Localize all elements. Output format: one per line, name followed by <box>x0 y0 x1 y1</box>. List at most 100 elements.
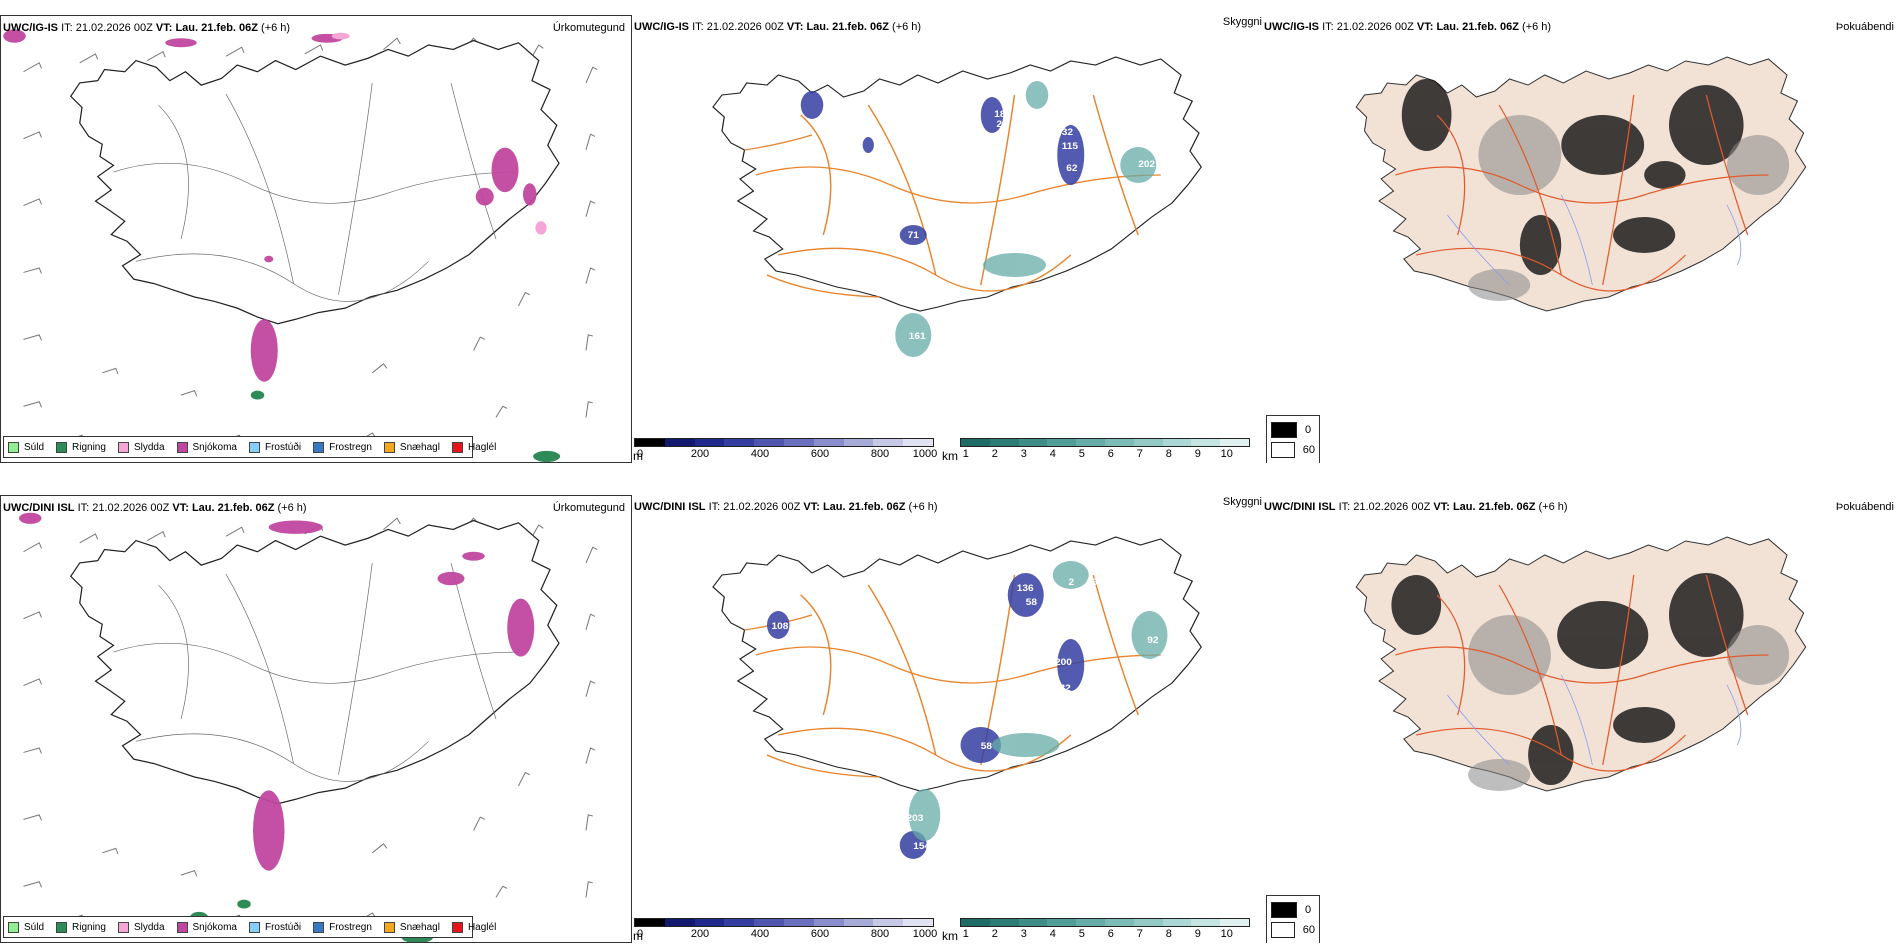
snow-areas <box>3 29 537 382</box>
svg-text:27: 27 <box>1136 135 1147 145</box>
legend-item: Frostregn <box>313 921 372 933</box>
sleet-areas <box>331 32 547 235</box>
precip-type-label-bottom: Úrkomutegund <box>552 502 625 514</box>
svg-text:200: 200 <box>1055 657 1072 667</box>
legend-item: Snjókoma <box>176 921 237 933</box>
legend-item: Haglél <box>451 921 496 933</box>
ceiling-areas <box>800 91 1085 245</box>
legend-swatch <box>8 441 19 453</box>
legend-swatch <box>313 441 325 453</box>
svg-text:92: 92 <box>1147 635 1158 645</box>
svg-text:58: 58 <box>1026 597 1038 607</box>
svg-text:23: 23 <box>997 119 1008 129</box>
cloud-title-bottom: UWC/DINI ISL IT: 21.02.2026 00Z VT: Lau.… <box>634 501 938 513</box>
legend-swatch <box>56 921 68 933</box>
rivers <box>1447 674 1742 766</box>
road-network <box>744 574 1161 778</box>
fog-legend-bottom: 0 60 <box>1266 895 1320 943</box>
rivers <box>1447 194 1742 286</box>
visibility-colorbar-top: 1 2 3 4 5 6 7 8 9 10 km <box>942 438 1250 463</box>
legend-swatch <box>451 921 463 933</box>
fog-areas <box>1401 79 1744 275</box>
svg-text:62: 62 <box>1066 163 1077 173</box>
legend-item: Snæhagl <box>383 921 440 933</box>
svg-text:180: 180 <box>994 109 1011 119</box>
fog-haze <box>1468 115 1790 301</box>
svg-text:203: 203 <box>907 813 924 823</box>
fog-areas <box>1391 573 1744 785</box>
svg-text:193: 193 <box>1087 577 1104 587</box>
cloud-map-top: 180 32 115 62 27 202 161 71 23 <box>712 56 1202 357</box>
legend-item: Frostregn <box>313 441 372 453</box>
legend-item: Slydda <box>117 441 165 453</box>
svg-text:32: 32 <box>1060 683 1071 693</box>
legend-swatch <box>383 441 395 453</box>
rain-areas <box>250 390 561 462</box>
cloud-value-labels: 136 58 226 2 193 200 32 108 58 203 154 9… <box>772 577 1159 851</box>
snow-areas <box>19 512 535 871</box>
precip-type-label-top: Úrkomutegund <box>552 22 625 34</box>
legend-item: Frostúði <box>248 921 301 933</box>
precip-map-top <box>3 29 598 462</box>
legend-item: Rigning <box>56 921 106 933</box>
fog-type-label-top: Þokuábendi <box>1835 21 1894 33</box>
fog-map-bottom <box>1355 536 1807 792</box>
legend-swatch <box>248 441 260 453</box>
road-network <box>744 94 1161 298</box>
legend-item: Haglél <box>451 441 496 453</box>
fog-map-top <box>1355 56 1807 312</box>
road-network <box>113 562 519 782</box>
cloud-title-top: UWC/IG-IS IT: 21.02.2026 00Z VT: Lau. 21… <box>634 21 922 33</box>
legend-swatch <box>383 921 395 933</box>
cloud-type-label-bottom: Skyggni <box>1222 496 1262 508</box>
visibility-colorbar-bottom: 1 2 3 4 5 6 7 8 9 10 km <box>942 918 1250 943</box>
fog-legend-item: 0 <box>1271 420 1315 440</box>
fog-type-label-bottom: Þokuábendi <box>1835 501 1894 513</box>
cloud-panel-top: UWC/IG-IS IT: 21.02.2026 00Z VT: Lau. 21… <box>632 15 1262 463</box>
wind-barbs <box>23 517 598 922</box>
legend-swatch <box>313 921 325 933</box>
precip-panel-bottom: UWC/DINI ISL IT: 21.02.2026 00Z VT: Lau.… <box>0 495 632 943</box>
svg-text:161: 161 <box>909 331 927 341</box>
fog-haze <box>1468 615 1790 791</box>
cloud-panel-bottom: UWC/DINI ISL IT: 21.02.2026 00Z VT: Lau.… <box>632 495 1262 943</box>
fog-panel-bottom: UWC/DINI ISL IT: 21.02.2026 00Z VT: Lau.… <box>1262 495 1900 943</box>
legend-item: Snjókoma <box>176 441 237 453</box>
legend-swatch <box>8 921 19 933</box>
fog-panel-top: UWC/IG-IS IT: 21.02.2026 00Z VT: Lau. 21… <box>1262 15 1900 463</box>
legend-item: Slydda <box>117 921 165 933</box>
road-network <box>1395 94 1769 292</box>
legend-swatch <box>176 921 188 933</box>
precip-map-bottom <box>19 512 598 942</box>
svg-text:58: 58 <box>981 741 993 751</box>
legend-swatch <box>248 921 260 933</box>
svg-text:32: 32 <box>1062 127 1073 137</box>
cloud-map-bottom: 136 58 226 2 193 200 32 108 58 203 154 9… <box>712 536 1202 859</box>
svg-text:226: 226 <box>1055 603 1072 613</box>
visibility-areas <box>908 561 1168 841</box>
precip-title-top: UWC/IG-IS IT: 21.02.2026 00Z VT: Lau. 21… <box>3 22 291 34</box>
fog-legend-item: 60 <box>1271 440 1315 460</box>
cloud-type-label-top: Skyggni <box>1222 16 1262 28</box>
fog-legend-item: 60 <box>1271 920 1315 940</box>
fog-legend-item: 0 <box>1271 900 1315 920</box>
legend-swatch <box>117 921 129 933</box>
cloud-value-labels: 180 32 115 62 27 202 161 71 23 <box>908 109 1156 341</box>
legend-swatch <box>117 441 129 453</box>
svg-text:2: 2 <box>1069 577 1075 587</box>
precip-legend-bottom: Súld Rigning Slydda Snjókoma Frostúði Fr… <box>3 916 496 938</box>
legend-item: Snæhagl <box>383 441 440 453</box>
ceiling-colorbar-top: 0 200 400 600 800 1000 m <box>633 438 937 463</box>
wind-barbs <box>23 37 598 442</box>
svg-text:202: 202 <box>1138 159 1155 169</box>
legend-item: Rigning <box>56 441 106 453</box>
fog-legend-top: 0 60 <box>1266 415 1320 463</box>
legend-item: Súld <box>8 921 44 933</box>
legend-item: Frostúði <box>248 441 301 453</box>
fog-title-top: UWC/IG-IS IT: 21.02.2026 00Z VT: Lau. 21… <box>1264 21 1552 33</box>
svg-text:71: 71 <box>908 230 920 240</box>
legend-swatch <box>56 441 68 453</box>
fog-title-bottom: UWC/DINI ISL IT: 21.02.2026 00Z VT: Lau.… <box>1264 501 1568 513</box>
svg-text:115: 115 <box>1062 141 1079 151</box>
legend-swatch <box>451 441 463 453</box>
